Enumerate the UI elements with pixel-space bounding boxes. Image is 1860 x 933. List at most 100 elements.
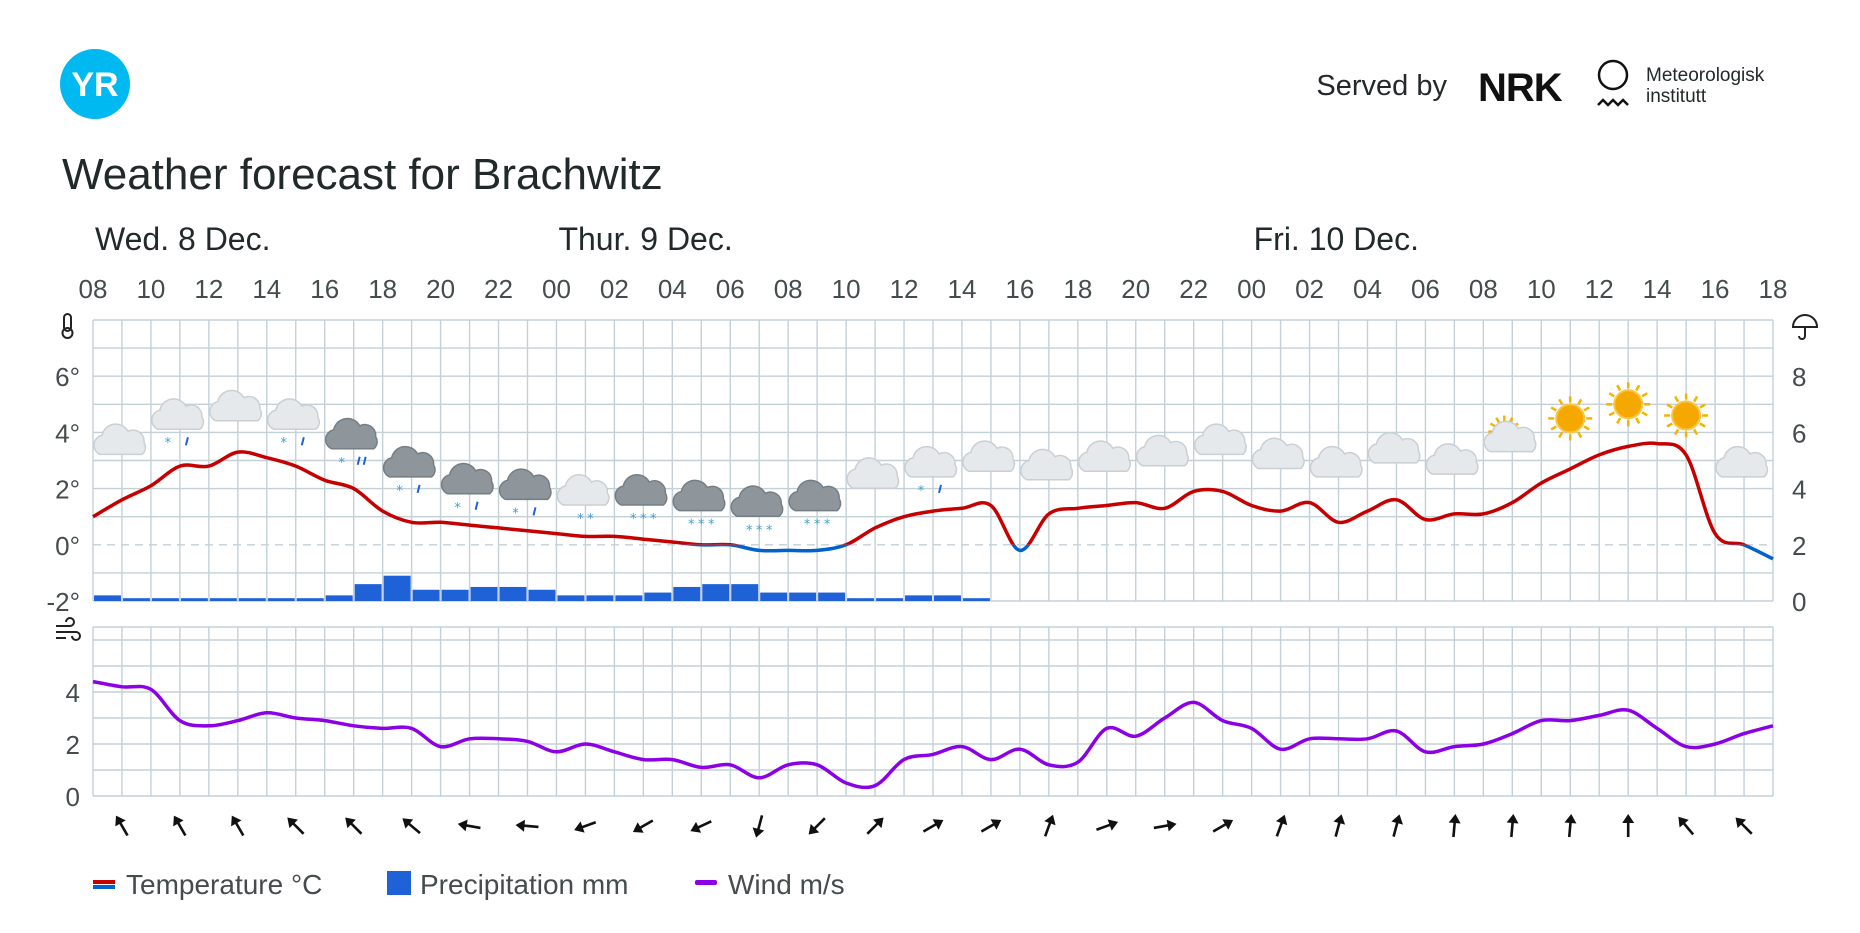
svg-text:*: * xyxy=(338,456,345,471)
precipitation-bar xyxy=(760,592,788,601)
thermometer-icon xyxy=(61,313,74,339)
svg-text:*: * xyxy=(698,518,705,533)
temperature-tick-label: 6° xyxy=(55,362,80,392)
svg-text:*: * xyxy=(688,518,695,533)
precipitation-bar xyxy=(325,595,353,601)
precipitation-bar xyxy=(615,595,643,601)
legend-item-temperature[interactable]: Temperature °C xyxy=(93,869,322,900)
yr-logo-circle xyxy=(60,49,130,119)
wind-arrow-icon xyxy=(1043,814,1056,837)
precipitation-bar xyxy=(818,592,846,601)
svg-text:*: * xyxy=(756,523,763,538)
precipitation-bar xyxy=(702,584,730,601)
sleet-icon: * xyxy=(498,468,552,521)
cloud-icon xyxy=(1078,440,1131,473)
day-label: Thur. 9 Dec. xyxy=(558,221,732,257)
hour-tick-label: 00 xyxy=(1237,274,1266,304)
temperature-tick-label: 0° xyxy=(55,531,80,561)
cloud-icon xyxy=(846,457,900,489)
precipitation-bars xyxy=(94,575,990,601)
precipitation-bar xyxy=(528,589,556,601)
wind-grid xyxy=(92,626,1774,797)
cloud-icon xyxy=(1135,434,1189,467)
cloud-icon xyxy=(1367,431,1421,464)
hour-tick-label: 14 xyxy=(252,274,281,304)
precipitation-bar xyxy=(296,598,324,601)
cloud-icon xyxy=(1309,445,1363,478)
wind-arrow-icon xyxy=(287,817,305,835)
nrk-logo[interactable]: NRK xyxy=(1478,66,1564,110)
precipitation-bar xyxy=(557,595,585,601)
legend-item-wind[interactable]: Wind m/s xyxy=(695,869,845,900)
met-logo[interactable]: Meteorologisk institutt xyxy=(1597,59,1765,107)
wind-arrow-icon xyxy=(1678,816,1695,836)
svg-text:*: * xyxy=(918,484,925,499)
legend-label-temperature: Temperature °C xyxy=(126,869,322,900)
svg-text:*: * xyxy=(587,512,594,527)
precipitation-bar xyxy=(354,584,382,601)
legend-swatch-wind xyxy=(695,880,717,885)
hour-tick-label: 08 xyxy=(79,274,108,304)
met-logo-wave-icon xyxy=(1597,98,1629,107)
hour-tick-label: 08 xyxy=(1469,274,1498,304)
snow-icon: * * xyxy=(556,474,610,527)
svg-text:*: * xyxy=(804,518,811,533)
wind-arrow-icon xyxy=(457,819,481,832)
svg-text:*: * xyxy=(281,436,288,451)
precipitation-bar xyxy=(731,584,759,601)
wind-line xyxy=(92,679,1774,790)
legend-swatch-temperature-cold xyxy=(93,885,115,889)
sleet-icon: * xyxy=(382,445,436,499)
legend-label-precipitation: Precipitation mm xyxy=(420,869,629,900)
temperature-tick-label: 4° xyxy=(55,418,80,448)
precipitation-bar xyxy=(876,598,904,601)
hour-tick-label: 22 xyxy=(1179,274,1208,304)
partly-sunny-icon xyxy=(1483,415,1537,453)
svg-text:*: * xyxy=(824,518,831,533)
yr-logo[interactable]: YR xyxy=(60,49,130,119)
met-logo-sun-icon xyxy=(1597,59,1629,91)
hour-tick-label: 04 xyxy=(658,274,687,304)
wind-arrow-icon xyxy=(1096,819,1119,831)
snow-sleet-icon: * xyxy=(904,445,958,499)
wind-arrow-icon xyxy=(1564,814,1577,838)
hour-tick-label: 22 xyxy=(484,274,513,304)
legend-item-precipitation[interactable]: Precipitation mm xyxy=(387,869,629,900)
precipitation-bar xyxy=(586,595,614,601)
met-logo-line1: Meteorologisk xyxy=(1646,65,1765,86)
precipitation-bar xyxy=(673,586,701,601)
wind-arrow-icon xyxy=(1506,814,1519,838)
cloud-icon xyxy=(962,440,1016,473)
precipitation-bar xyxy=(441,589,469,601)
svg-text:*: * xyxy=(708,518,715,533)
wind-direction-arrows xyxy=(115,814,1753,838)
wind-speed-line xyxy=(92,679,1774,790)
hour-tick-label: 18 xyxy=(1063,274,1092,304)
cloud-icon xyxy=(1193,423,1247,456)
temperature-tick-label: 2° xyxy=(55,475,80,505)
sun-icon xyxy=(1548,396,1593,441)
wind-arrow-icon xyxy=(115,815,129,837)
wind-arrow-icon xyxy=(515,819,539,832)
wind-arrow-icon xyxy=(402,818,421,835)
precipitation-bar xyxy=(180,598,208,601)
svg-text:*: * xyxy=(454,501,461,516)
legend-swatch-temperature-warm xyxy=(93,880,115,884)
hour-tick-label: 10 xyxy=(136,274,165,304)
cloud-icon xyxy=(1020,448,1074,481)
hour-tick-label: 06 xyxy=(716,274,745,304)
wind-arrow-icon xyxy=(1275,814,1288,837)
svg-text:*: * xyxy=(640,512,647,527)
precipitation-bar xyxy=(209,598,237,601)
snow-sleet-icon: * xyxy=(151,398,205,451)
snow-dark-icon: * * * xyxy=(730,485,784,538)
cloud-icon xyxy=(1715,445,1769,478)
heavy-sleet-icon: * xyxy=(324,417,378,471)
wind-arrow-icon xyxy=(752,815,765,838)
sleet-icon: * xyxy=(440,462,494,516)
precipitation-bar xyxy=(470,586,498,601)
precipitation-bar xyxy=(499,586,527,601)
hour-tick-label: 20 xyxy=(426,274,455,304)
wind-arrow-icon xyxy=(1333,814,1346,837)
